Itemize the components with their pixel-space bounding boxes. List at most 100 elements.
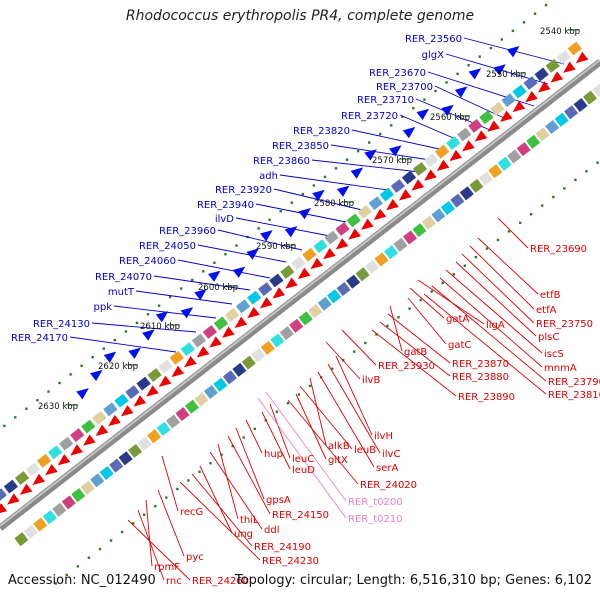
tick-dot [507,230,511,233]
reverse-gene-domain [412,161,428,176]
leader-line [469,245,535,310]
reverse-gene-domain [346,213,361,228]
tick-dot [224,252,227,256]
kbp-tick-label: 2610 kbp [140,322,180,332]
tick-dot [69,373,72,376]
tick-dot [419,298,422,302]
minus-gene-label: RER_24260 [192,576,249,587]
tick-dot [518,221,522,224]
forward-gene-arrow [260,230,273,242]
leader-line [179,481,261,561]
tick-dot [522,21,526,24]
tick-dot [430,290,433,293]
leader-line [389,305,403,352]
tick-dot [533,12,537,15]
minus-side-domain [573,97,588,113]
backbone [0,59,600,531]
plus-gene-label: RER_23670 [369,68,426,79]
forward-gene-arrow [468,68,482,80]
leader-line [379,321,451,377]
reverse-gene-domain [269,273,284,288]
tick-dot [367,141,371,144]
minus-gene-label: RER_23790 [548,377,600,388]
kbp-tick-label: 2590 kbp [256,242,296,252]
tick-dot [401,115,404,118]
minus-side-domain [90,473,105,488]
minus-side-domain [147,429,162,444]
reverse-gene-domain [368,196,383,211]
leader-line [161,455,179,512]
leader-line [327,363,381,454]
tick-dot [463,264,467,267]
reverse-gene-domain [357,204,372,219]
reverse-gene-arrow [537,81,551,93]
plus-gene-label: adh [259,171,278,182]
plus-gene-label: RER_23920 [215,185,272,196]
map-title: Rhodococcus erythropolis PR4, complete g… [125,8,475,24]
leader-line [279,174,389,191]
minus-gene-label: ilvB [362,375,380,386]
reverse-gene-arrow [500,110,513,122]
reverse-gene-domain [512,84,527,99]
reverse-gene-arrow [449,149,463,162]
plus-gene-label: RER_23960 [159,226,216,237]
reverse-gene-arrow [184,355,197,368]
reverse-gene-domain [213,316,229,331]
tick-dot [375,333,378,336]
reverse-gene-domain [446,136,461,151]
leader-line [209,451,263,530]
plus-gene-label: RER_24170 [11,333,68,344]
tick-dot [231,444,234,448]
reverse-gene-domain [247,290,262,305]
leader-line [217,443,239,520]
leader-line [69,336,177,353]
reverse-gene-arrow [335,238,349,250]
tick-dot [268,218,271,222]
leader-line [461,253,535,324]
leader-line [287,399,359,485]
reverse-gene-arrow [7,493,20,505]
plus-gene-label: RER_24070 [95,272,152,283]
minus-side-domain [184,399,200,414]
minus-side-domain [165,414,181,429]
minus-side-domain [526,134,541,149]
plus-gene-label: RER_23560 [405,34,462,45]
forward-gene-arrow [128,347,141,359]
reverse-gene-arrow [158,375,172,387]
minus-gene-label: mnmA [544,363,577,374]
tick-dot [14,416,17,419]
tick-dot [235,244,238,247]
kbp-tick-label: 2600 kbp [198,283,238,293]
reverse-gene-arrow [120,405,134,417]
tick-dot [109,539,113,542]
kbp-tick-label: 2560 kbp [430,113,470,123]
reverse-gene-arrow [361,218,374,230]
minus-gene-label: rnc [166,576,182,587]
minus-side-domain [222,370,237,385]
reverse-gene-domain [235,299,251,314]
rna-gene-label: RER_t0210 [348,514,403,525]
minus-side-domain [80,480,95,495]
minus-side-domain [241,355,256,370]
minus-side-domain [118,451,133,466]
reverse-gene-domain [490,101,505,116]
minus-gene-label: rpmF [154,562,180,573]
leader-line [399,114,459,141]
kbp-tick-label: 2630 kbp [38,402,78,412]
reverse-gene-arrow [259,297,273,309]
reverse-gene-domain [335,222,350,236]
forward-gene-arrow [246,248,259,260]
tick-dot [552,195,555,199]
reverse-gene-domain [136,376,151,391]
tick-dot [478,55,481,58]
leader-line [245,419,263,454]
forward-gene-arrow [350,167,364,179]
reverse-gene-domain [523,76,538,90]
minus-gene-label: plsC [538,332,559,343]
leader-line [269,403,291,459]
reverse-gene-domain [291,256,306,271]
minus-gene-label: RER_23880 [452,372,509,383]
leader-line [295,393,327,460]
reverse-gene-arrow [474,130,488,142]
minus-gene-label: gpsA [266,495,291,506]
